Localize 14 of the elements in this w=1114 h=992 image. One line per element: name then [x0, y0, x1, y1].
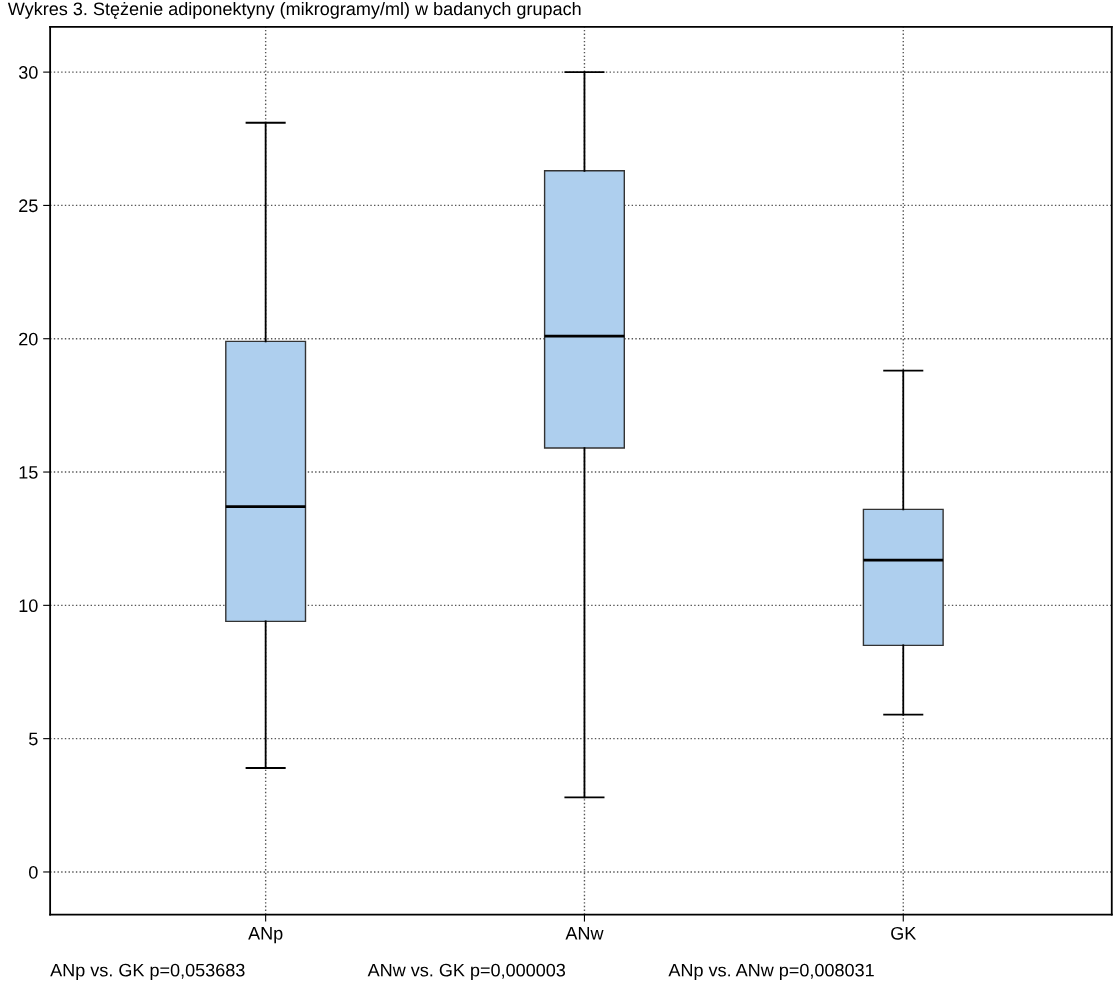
y-tick-label: 5: [29, 732, 38, 746]
text: ANw vs. GK p=0,000003: [367, 963, 566, 981]
x-tick-label: GK: [891, 926, 917, 940]
y-tick-label: 10: [19, 599, 38, 613]
y-tick-label: 0: [28, 865, 38, 879]
y-tick-label: 15: [19, 466, 38, 479]
x-tick-label: ANw: [565, 927, 604, 940]
y-tick-label: 30: [18, 66, 38, 79]
y-tick-label: 20: [19, 332, 38, 346]
x-tick-label: ANp: [248, 927, 283, 944]
chart-title: Wykres 3. Stężenie adiponektyny (mikrogramy/ml) w badanych grupach: [7, 1, 581, 19]
text: ANp vs. ANw p=0,008031: [668, 963, 874, 981]
text: ANp vs. GK p=0,053683: [50, 963, 245, 981]
y-tick-label: 25: [19, 199, 38, 213]
